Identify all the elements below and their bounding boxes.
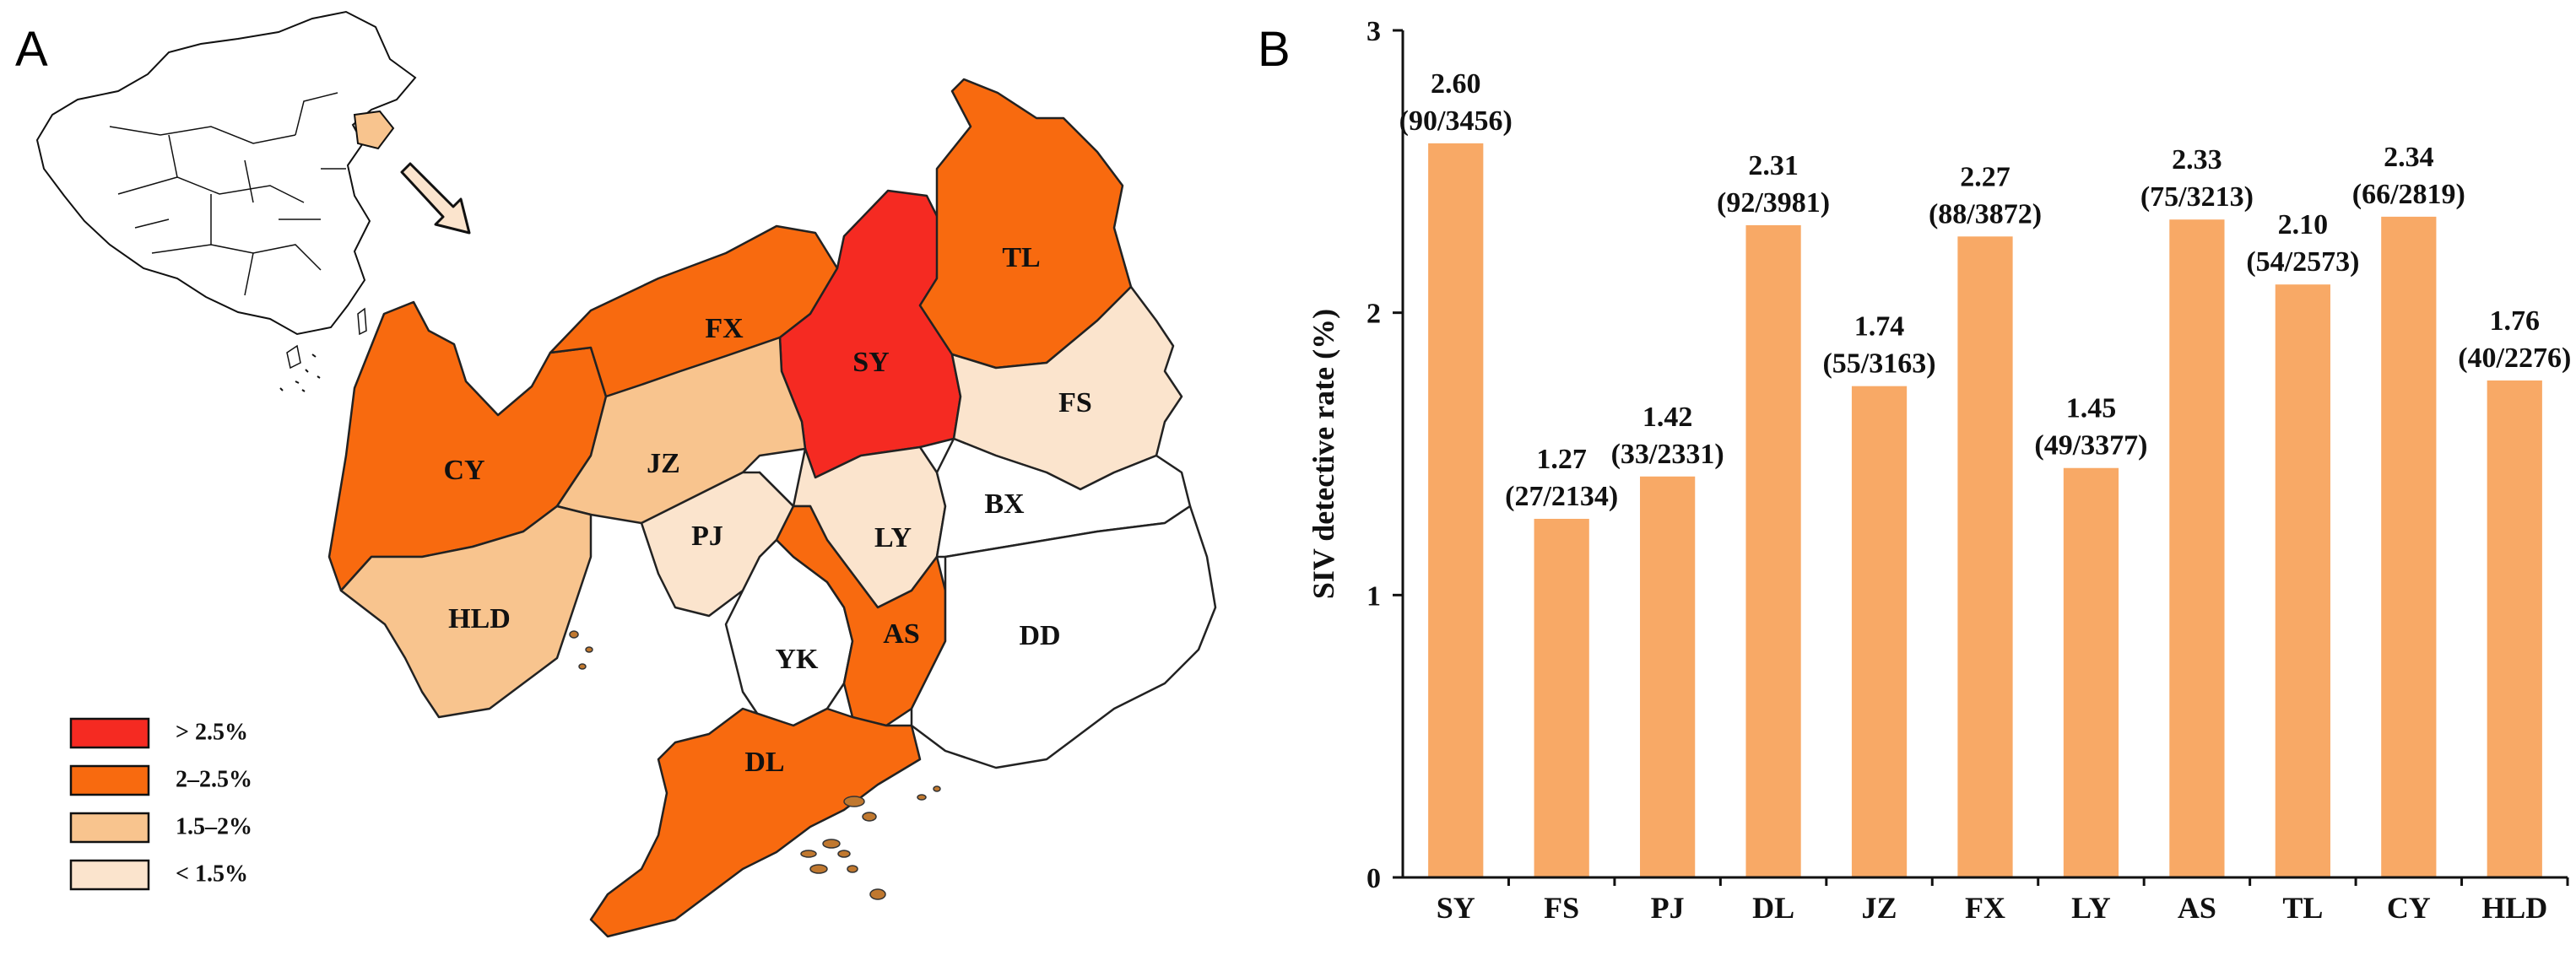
- china-outline: [35, 10, 417, 336]
- x-tick-label: FX: [1965, 891, 2005, 925]
- arrow-icon: [400, 162, 471, 235]
- region-dl: [589, 707, 922, 938]
- region-hld: [339, 505, 593, 719]
- bar-value-label: 2.10: [2278, 209, 2329, 240]
- y-tick-label: 1: [1366, 580, 1381, 612]
- bar-ly: [2063, 467, 2119, 877]
- region-label-hld: HLD: [448, 603, 511, 634]
- bar-value-label: 1.76: [2490, 305, 2541, 337]
- x-tick-label: LY: [2071, 891, 2111, 925]
- region-label-fx: FX: [705, 313, 744, 344]
- bar-count-label: (66/2819): [2352, 179, 2465, 210]
- bar-count-label: (27/2134): [1505, 481, 1618, 512]
- bars: [1428, 143, 2542, 878]
- legend-swatch-gt25: [69, 717, 150, 749]
- bar-count-label: (75/3213): [2140, 181, 2254, 213]
- liaoning-map: SY TL FX CY AS DL JZ HLD FS LY PJ BX YK …: [327, 78, 1217, 938]
- x-tick-label: JZ: [1862, 891, 1897, 925]
- bar-count-label: (88/3872): [1929, 198, 2042, 229]
- region-label-dl: DL: [744, 747, 784, 778]
- y-ticks: 0 1 2 3: [1366, 16, 1403, 894]
- legend-label-2-25: 2–2.5%: [176, 766, 252, 792]
- x-tick-label: PJ: [1651, 891, 1685, 925]
- bar-dl: [1745, 224, 1801, 877]
- bar-hld: [2487, 380, 2542, 877]
- bar-pj: [1640, 476, 1696, 877]
- liaoning-highlight: [353, 110, 395, 150]
- bar-count-label: (49/3377): [2034, 430, 2147, 461]
- bar-fs: [1534, 518, 1589, 877]
- bar-value-label: 1.45: [2066, 393, 2117, 424]
- region-label-bx: BX: [984, 488, 1025, 520]
- bar-count-label: (92/3981): [1717, 187, 1830, 219]
- region-label-sy: SY: [852, 347, 889, 378]
- bar-value-label: 1.42: [1642, 402, 1693, 433]
- x-tick-label: SY: [1437, 891, 1475, 925]
- x-tick-label: HLD: [2481, 891, 2547, 925]
- bar-count-label: (55/3163): [1822, 348, 1935, 380]
- region-label-ly: LY: [874, 522, 912, 553]
- bar-chart: 2.60 (90/3456) 1.27 (27/2134) 1.42 (33/2331) 2…: [1307, 16, 2571, 925]
- panel-b-letter: B: [1258, 22, 1291, 77]
- legend-label-gt25: > 2.5%: [176, 719, 248, 745]
- legend-swatch-15-2: [69, 812, 150, 844]
- south-sea-islands: [279, 353, 321, 392]
- x-tick-label: TL: [2282, 891, 2323, 925]
- china-province-borders: [109, 92, 346, 296]
- region-label-jz: JZ: [647, 448, 680, 479]
- bar-as: [2169, 219, 2225, 877]
- bar-value-label: 2.31: [1748, 150, 1799, 181]
- region-label-fs: FS: [1058, 387, 1092, 418]
- x-tick-label: FS: [1544, 891, 1579, 925]
- bar-sy: [1428, 143, 1484, 877]
- region-label-dd: DD: [1019, 620, 1060, 651]
- bar-value-labels: 2.60 (90/3456) 1.27 (27/2134) 1.42 (33/2331) 2…: [1399, 68, 2572, 512]
- bar-value-label: 1.27: [1536, 444, 1587, 475]
- taiwan-island: [357, 307, 367, 336]
- bar-tl: [2275, 284, 2330, 877]
- y-tick-label: 2: [1366, 299, 1381, 330]
- legend-label-lt15: < 1.5%: [176, 861, 248, 887]
- bar-value-label: 2.27: [1960, 161, 2010, 192]
- region-label-cy: CY: [443, 455, 484, 486]
- legend: > 2.5% 2–2.5% 1.5–2% < 1.5%: [69, 717, 252, 891]
- region-label-as: AS: [883, 618, 919, 650]
- region-label-tl: TL: [1002, 242, 1040, 273]
- bar-value-label: 2.60: [1431, 68, 1481, 100]
- bar-value-label: 2.34: [2384, 142, 2434, 173]
- bar-fx: [1957, 236, 2013, 878]
- bar-count-label: (54/2573): [2246, 246, 2359, 278]
- legend-swatch-2-25: [69, 764, 150, 796]
- bar-count-label: (90/3456): [1399, 105, 1513, 137]
- bar-cy: [2381, 216, 2437, 877]
- region-label-yk: YK: [776, 644, 820, 675]
- x-category-labels: SY FS PJ DL JZ FX LY AS TL CY HLD: [1437, 877, 2569, 925]
- region-dd: [910, 505, 1217, 769]
- y-axis-title: SIV detective rate (%): [1307, 309, 1340, 599]
- x-tick-label: DL: [1752, 891, 1794, 925]
- china-inset-map: [35, 10, 417, 392]
- islands: [569, 630, 941, 900]
- panel-a-letter: A: [15, 22, 48, 77]
- bar-value-label: 2.33: [2172, 144, 2222, 175]
- y-tick-label: 0: [1366, 863, 1381, 894]
- region-label-pj: PJ: [691, 521, 723, 552]
- x-tick-label: CY: [2387, 891, 2431, 925]
- axes: [1401, 30, 2568, 879]
- bar-count-label: (33/2331): [1611, 439, 1724, 470]
- x-tick-label: AS: [2178, 891, 2216, 925]
- legend-label-15-2: 1.5–2%: [176, 813, 252, 839]
- bar-value-label: 1.74: [1854, 311, 1905, 343]
- y-tick-label: 3: [1366, 16, 1381, 47]
- legend-swatch-lt15: [69, 859, 150, 891]
- bar-count-label: (40/2276): [2458, 343, 2571, 374]
- bar-jz: [1851, 386, 1908, 877]
- hainan-island: [286, 344, 301, 370]
